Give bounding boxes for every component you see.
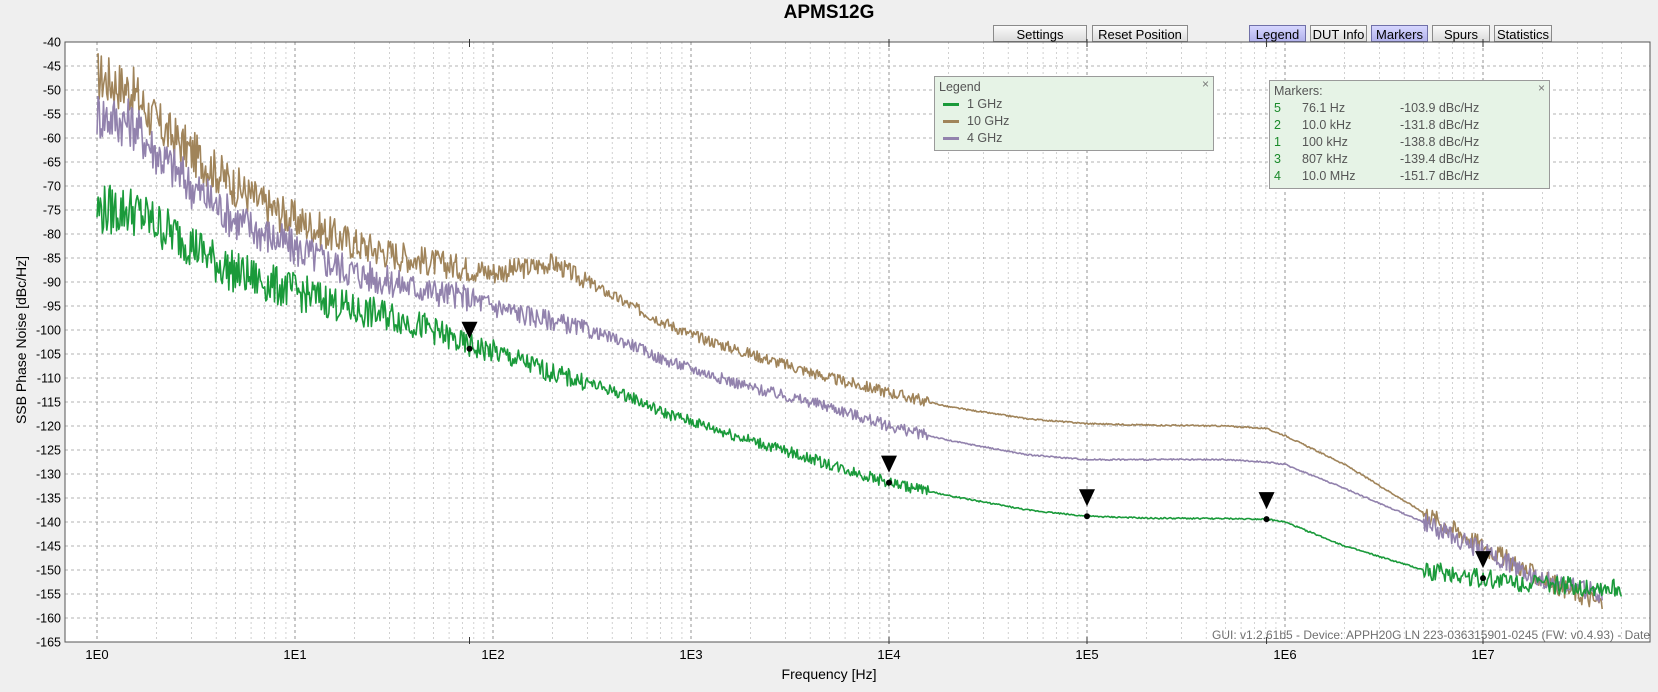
marker-id: 2: [1274, 118, 1281, 132]
y-tick-label: -75: [43, 204, 61, 218]
marker-value: -138.8 dBc/Hz: [1400, 135, 1480, 149]
legend-label-4ghz: 4 GHz: [967, 131, 1003, 145]
markers-close-icon[interactable]: ×: [1537, 81, 1545, 95]
marker-freq: 76.1 Hz: [1302, 101, 1346, 115]
series-line-10ghz: [96, 53, 1603, 610]
x-axis-label: Frequency [Hz]: [781, 666, 877, 682]
marker-row: 5 76.1 Hz -103.9 dBc/Hz: [1274, 100, 1534, 116]
x-tick-label: 1E1: [283, 647, 306, 662]
y-tick-label: -115: [37, 396, 61, 410]
legend-entry-4ghz: 4 GHz: [943, 130, 1002, 146]
y-tick-label: -110: [37, 372, 61, 386]
marker-freq: 10.0 kHz: [1302, 118, 1352, 132]
x-tick-label: 1E5: [1075, 647, 1098, 662]
y-tick-label: -85: [43, 252, 61, 266]
y-tick-label: -50: [43, 84, 61, 98]
y-tick-label: -125: [36, 444, 61, 458]
y-tick-label: -40: [43, 36, 61, 50]
y-tick-label: -55: [43, 108, 61, 122]
marker-point: [1084, 513, 1090, 520]
y-tick-label: -65: [43, 156, 61, 170]
y-tick-label: -60: [43, 132, 61, 146]
x-tick-label: 1E0: [85, 647, 108, 662]
marker-triangle-icon: [461, 321, 478, 339]
legend-swatch-4ghz: [943, 137, 959, 141]
series-line-1ghz: [96, 184, 1623, 597]
marker-freq: 100 kHz: [1302, 135, 1348, 149]
marker-row: 2 10.0 kHz -131.8 dBc/Hz: [1274, 117, 1534, 133]
spurs-button[interactable]: Spurs: [1432, 25, 1490, 42]
marker-triangle-icon: [1079, 489, 1095, 507]
marker-point: [466, 345, 473, 352]
marker-value: -139.4 dBc/Hz: [1400, 152, 1480, 166]
marker-triangle-icon: [881, 455, 897, 473]
markers-title: Markers:: [1274, 84, 1323, 98]
legend-title: Legend: [939, 80, 981, 94]
y-tick-label: -145: [36, 540, 61, 554]
x-tick-label: 1E4: [877, 647, 900, 662]
x-tick-label: 1E2: [481, 647, 504, 662]
y-tick-label: -70: [43, 180, 61, 194]
y-tick-label: -95: [43, 300, 61, 314]
marker-value: -103.9 dBc/Hz: [1400, 101, 1480, 115]
legend-swatch-1ghz: [943, 103, 959, 107]
marker-point: [1480, 575, 1486, 582]
footer-device-info: GUI: v1.2.61b5 - Device: APPH20G LN 223-…: [1211, 628, 1650, 642]
y-tick-label: -160: [36, 612, 61, 626]
marker-triangle-icon: [1475, 551, 1491, 569]
legend-entry-10ghz: 10 GHz: [943, 113, 1009, 129]
y-tick-label: -155: [36, 588, 61, 602]
legend-close-icon[interactable]: ×: [1201, 77, 1209, 91]
y-tick-label: -80: [43, 228, 61, 242]
marker-id: 3: [1274, 152, 1281, 166]
x-tick-label: 1E7: [1471, 647, 1494, 662]
y-tick-label: -90: [43, 276, 61, 290]
marker-value: -151.7 dBc/Hz: [1400, 169, 1480, 183]
markers-panel[interactable]: Markers: × 5 76.1 Hz -103.9 dBc/Hz 2 10.…: [1269, 80, 1550, 189]
chart-title: APMS12G: [783, 2, 875, 23]
marker-point: [886, 479, 892, 486]
marker-row: 3 807 kHz -139.4 dBc/Hz: [1274, 151, 1534, 167]
y-tick-label: -100: [36, 324, 61, 338]
y-axis-label: SSB Phase Noise [dBc/Hz]: [13, 255, 29, 425]
marker-id: 1: [1274, 135, 1281, 149]
legend-entry-1ghz: 1 GHz: [943, 96, 1002, 112]
plot-border: [64, 41, 1651, 643]
y-tick-label: -130: [36, 468, 61, 482]
legend-swatch-10ghz: [943, 120, 959, 124]
y-tick-label: -135: [36, 492, 61, 506]
y-tick-label: -105: [36, 348, 61, 362]
legend-label-1ghz: 1 GHz: [967, 97, 1003, 111]
y-tick-label: -45: [43, 60, 61, 74]
marker-value: -131.8 dBc/Hz: [1400, 118, 1480, 132]
series-line-4ghz: [96, 95, 1603, 603]
y-tick-label: -165: [36, 636, 61, 650]
marker-point: [1263, 516, 1270, 523]
marker-freq: 807 kHz: [1302, 152, 1348, 166]
marker-row: 4 10.0 MHz -151.7 dBc/Hz: [1274, 168, 1534, 184]
y-tick-label: -140: [36, 516, 61, 530]
marker-freq: 10.0 MHz: [1302, 169, 1356, 183]
legend-label-10ghz: 10 GHz: [967, 114, 1010, 128]
marker-triangle-icon: [1258, 492, 1275, 510]
x-tick-label: 1E3: [679, 647, 702, 662]
x-tick-label: 1E6: [1273, 647, 1296, 662]
legend-panel[interactable]: Legend × 1 GHz 10 GHz 4 GHz: [934, 76, 1214, 151]
marker-id: 4: [1274, 169, 1281, 183]
y-tick-label: -120: [36, 420, 61, 434]
marker-id: 5: [1274, 101, 1281, 115]
marker-row: 1 100 kHz -138.8 dBc/Hz: [1274, 134, 1534, 150]
y-tick-label: -150: [36, 564, 61, 578]
